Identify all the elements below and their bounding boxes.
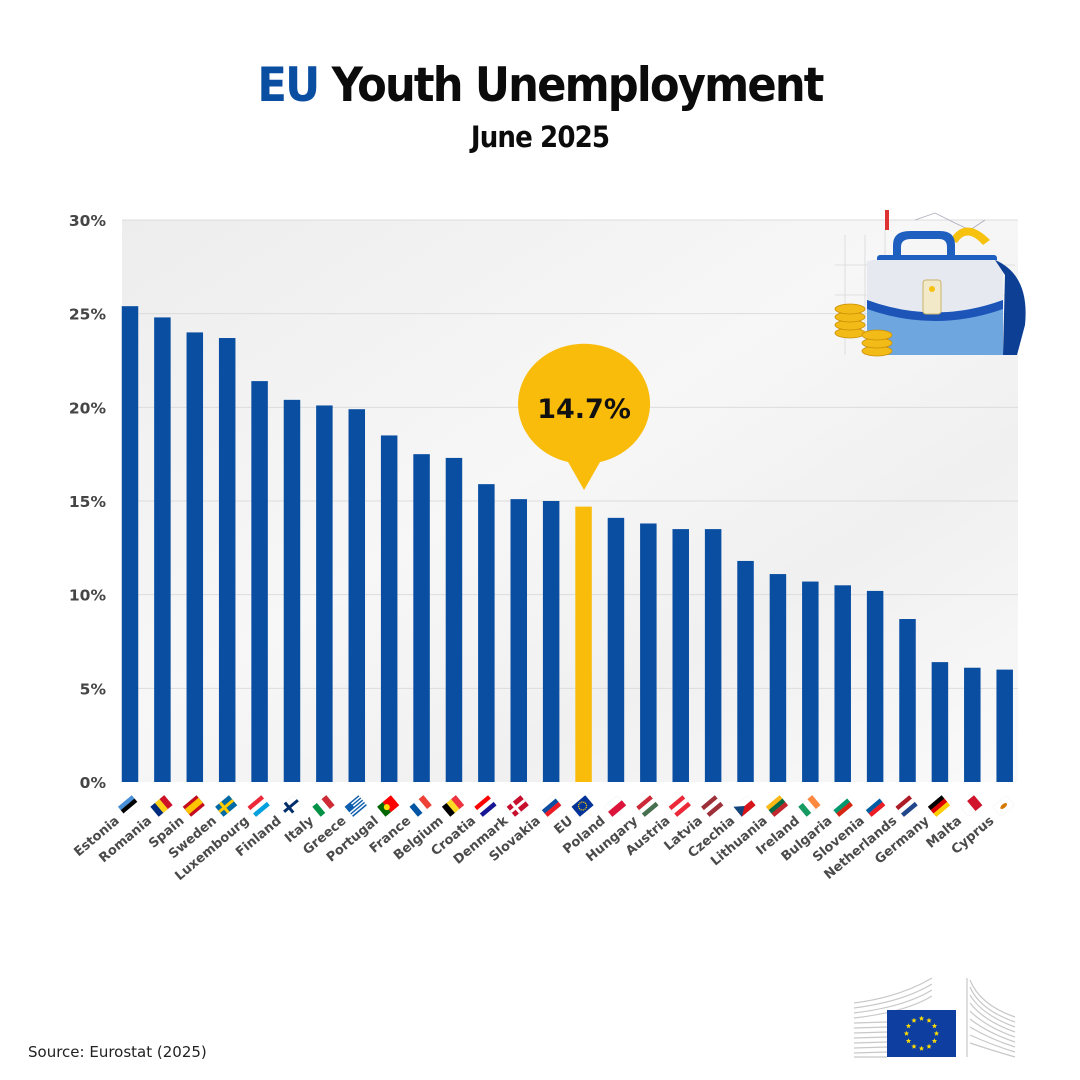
bar-sweden: [218, 338, 236, 782]
bar-italy: [316, 405, 333, 782]
flag-icon-greece: [344, 795, 367, 817]
y-tick-label: 25%: [69, 306, 107, 324]
title-rest: Youth Unemployment: [318, 58, 825, 113]
bar-belgium: [445, 457, 463, 782]
star-icon: [926, 1017, 932, 1023]
star-icon: [911, 1043, 917, 1049]
flag-icon-estonia: [117, 795, 141, 817]
bar-bulgaria: [834, 585, 851, 782]
bar-finland: [283, 399, 301, 782]
flag-icon-ireland: [798, 795, 821, 817]
y-tick-label: 15%: [69, 493, 107, 511]
flag-icon-bulgaria: [830, 795, 853, 817]
star-icon: [918, 1045, 925, 1051]
bar-estonia: [121, 306, 139, 782]
bar-poland: [607, 517, 625, 782]
y-tick-label: 20%: [69, 399, 107, 417]
bar-czechia: [737, 560, 754, 782]
bar-denmark: [510, 499, 528, 782]
star-icon: [905, 1023, 912, 1029]
star-icon: [931, 1023, 938, 1029]
bar-portugal: [380, 435, 398, 782]
bubble-shape: [518, 343, 651, 490]
flag-icon-czechia: [733, 795, 756, 817]
y-tick-label: 5%: [80, 680, 107, 698]
star-icon: [926, 1043, 932, 1049]
star-icon: [905, 1038, 912, 1044]
bar-hungary: [640, 523, 657, 782]
bar-netherlands: [899, 619, 916, 782]
star-icon: [918, 1015, 925, 1021]
european-commission-logo: [853, 977, 1016, 1058]
bar-eu: [575, 506, 592, 782]
flag-icon-italy: [312, 795, 335, 817]
flag-icon-luxembourg: [247, 795, 270, 817]
flag-icon-finland: [279, 795, 303, 817]
flag-icon-romania: [150, 795, 173, 817]
flag-icon-germany: [927, 795, 951, 817]
bar-spain: [186, 332, 204, 782]
bar-malta: [964, 667, 981, 782]
x-axis: EstoniaRomaniaSpainSwedenLuxembourgFinla…: [71, 795, 1015, 884]
flag-icon-malta: [960, 795, 983, 817]
bar-austria: [672, 529, 689, 782]
flag-icon-denmark: [506, 795, 529, 817]
y-tick-label: 30%: [69, 212, 107, 230]
flag-icon-eu: [571, 795, 594, 817]
star-icon: [911, 1017, 917, 1023]
page-title: EU Youth Unemployment: [43, 58, 1037, 114]
flag-icon-cyprus: [992, 795, 1015, 817]
flag-icon-austria: [668, 795, 691, 817]
flag-icon-slovenia: [863, 795, 886, 817]
flag-icon-netherlands: [895, 795, 918, 817]
bar-luxembourg: [251, 381, 268, 782]
bar-croatia: [478, 484, 495, 782]
flag-icon-hungary: [636, 795, 659, 817]
source-note: Source: Eurostat (2025): [28, 1043, 207, 1061]
y-tick-label: 10%: [69, 587, 107, 605]
y-tick-label: 0%: [80, 774, 107, 792]
y-axis: 0% 5% 10% 15% 20% 25% 30%: [69, 212, 107, 792]
flag-icon-belgium: [441, 795, 465, 817]
bar-germany: [931, 662, 949, 782]
bar-greece: [348, 409, 366, 782]
star-icon: [933, 1030, 940, 1036]
eu-annotation-bubble: 14.7%: [518, 343, 651, 490]
bar-slovenia: [866, 590, 884, 782]
bar-latvia: [704, 529, 722, 782]
bubble-label: 14.7%: [537, 394, 631, 425]
flag-icon-croatia: [474, 795, 497, 817]
flag-icon-poland: [603, 795, 627, 817]
bar-slovakia: [542, 501, 560, 782]
bar-chart: 0% 5% 10% 15% 20% 25% 30% 14.7% EstoniaRomania…: [69, 212, 1018, 884]
title-accent: EU: [257, 58, 320, 113]
flag-icon-spain: [182, 795, 205, 817]
bar-ireland: [802, 581, 819, 782]
bar-cyprus: [996, 669, 1013, 782]
flag-icon-sweden: [215, 795, 238, 817]
bar-france: [413, 454, 430, 782]
flag-icon-slovakia: [539, 795, 562, 817]
star-icon: [903, 1030, 910, 1036]
bars: [121, 306, 1013, 782]
bar-romania: [154, 317, 171, 782]
x-tick-label: EU: [552, 814, 577, 838]
flag-icon-latvia: [701, 795, 724, 817]
page-subtitle: June 2025: [470, 120, 610, 154]
flag-icon-lithuania: [765, 795, 789, 817]
star-icon: [931, 1038, 938, 1044]
briefcase-with-coins-icon: [834, 210, 1026, 357]
flag-icon-france: [409, 795, 432, 817]
bar-lithuania: [769, 574, 787, 782]
flag-icon-portugal: [377, 795, 400, 817]
